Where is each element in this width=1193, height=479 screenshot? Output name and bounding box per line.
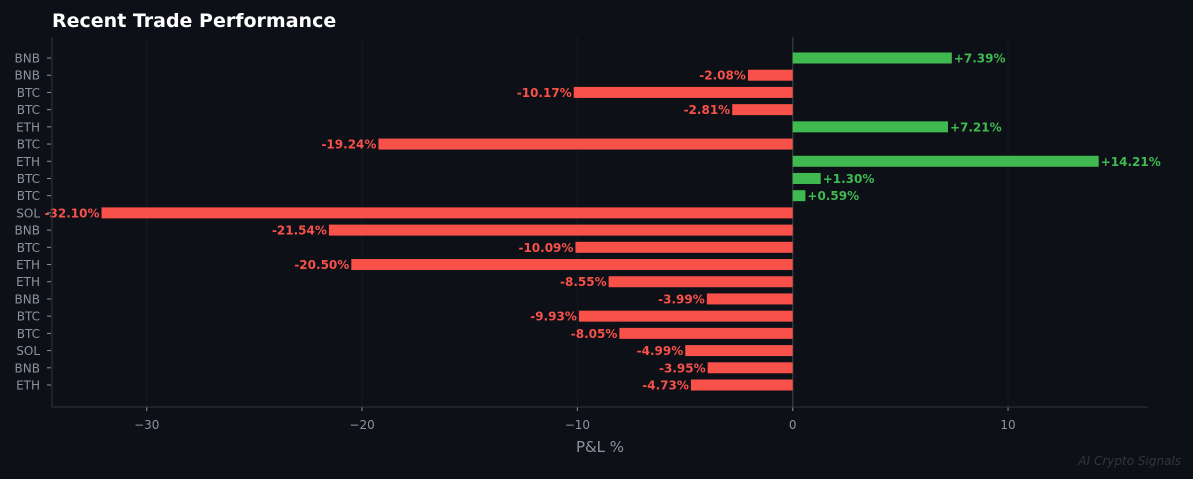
y-tick-label: BTC bbox=[17, 138, 40, 152]
bar bbox=[328, 224, 793, 236]
data-label: -3.95% bbox=[659, 361, 706, 375]
bar bbox=[685, 345, 793, 357]
bar bbox=[792, 155, 1099, 167]
bar bbox=[706, 293, 793, 305]
data-label: -10.17% bbox=[517, 86, 572, 100]
data-label: -8.55% bbox=[560, 275, 607, 289]
data-label: -2.08% bbox=[699, 69, 746, 83]
data-label: -20.50% bbox=[294, 258, 349, 272]
y-tick-label: BTC bbox=[17, 172, 40, 186]
y-tick-label: BTC bbox=[17, 310, 40, 324]
bar bbox=[351, 259, 793, 271]
bar bbox=[792, 172, 821, 184]
y-tick-label: ETH bbox=[16, 120, 40, 134]
y-tick-label: BTC bbox=[17, 327, 40, 341]
bar bbox=[690, 379, 793, 391]
data-label: -3.99% bbox=[658, 292, 705, 306]
data-label: -10.09% bbox=[518, 241, 573, 255]
x-axis-label: P&L % bbox=[576, 438, 624, 456]
data-label: +7.39% bbox=[954, 52, 1006, 66]
data-label: +14.21% bbox=[1101, 155, 1161, 169]
data-label: -8.05% bbox=[571, 327, 618, 341]
x-tick-label: 10 bbox=[1000, 418, 1015, 432]
y-tick-label: ETH bbox=[16, 275, 40, 289]
x-tick-label: −10 bbox=[565, 418, 590, 432]
bar bbox=[732, 104, 793, 116]
y-tick-label: SOL bbox=[16, 344, 40, 358]
data-label: -32.10% bbox=[45, 206, 100, 220]
bar bbox=[608, 276, 793, 288]
bar bbox=[575, 241, 793, 253]
x-tick-label: −20 bbox=[349, 418, 374, 432]
data-label: -21.54% bbox=[272, 224, 327, 238]
data-label: -19.24% bbox=[321, 138, 376, 152]
y-tick-label: ETH bbox=[16, 155, 40, 169]
bar bbox=[573, 86, 793, 98]
x-tick-label: −30 bbox=[134, 418, 159, 432]
bar bbox=[578, 310, 793, 322]
bar bbox=[378, 138, 793, 150]
bar bbox=[619, 327, 793, 339]
data-label: +1.30% bbox=[823, 172, 875, 186]
data-label: -4.73% bbox=[642, 379, 689, 393]
data-label: -2.81% bbox=[684, 103, 731, 117]
bar bbox=[747, 69, 793, 81]
chart-title: Recent Trade Performance bbox=[52, 10, 336, 32]
y-tick-label: BNB bbox=[15, 292, 40, 306]
y-tick-label: BNB bbox=[15, 361, 40, 375]
data-label: -4.99% bbox=[637, 344, 684, 358]
bar bbox=[792, 52, 952, 64]
bar bbox=[101, 207, 793, 219]
y-tick-label: BTC bbox=[17, 241, 40, 255]
x-tick-label: 0 bbox=[789, 418, 797, 432]
bar bbox=[792, 121, 948, 133]
bar bbox=[792, 190, 806, 202]
bar bbox=[707, 362, 793, 374]
data-label: +0.59% bbox=[807, 189, 859, 203]
y-tick-label: SOL bbox=[16, 206, 40, 220]
y-tick-label: BNB bbox=[15, 224, 40, 238]
y-tick-label: BTC bbox=[17, 103, 40, 117]
data-label: -9.93% bbox=[530, 310, 577, 324]
y-tick-label: BTC bbox=[17, 86, 40, 100]
y-tick-label: ETH bbox=[16, 379, 40, 393]
y-tick-label: ETH bbox=[16, 258, 40, 272]
y-tick-label: BTC bbox=[17, 189, 40, 203]
watermark: AI Crypto Signals bbox=[1077, 454, 1181, 468]
y-tick-label: BNB bbox=[15, 52, 40, 66]
y-tick-label: BNB bbox=[15, 69, 40, 83]
data-label: +7.21% bbox=[950, 120, 1002, 134]
